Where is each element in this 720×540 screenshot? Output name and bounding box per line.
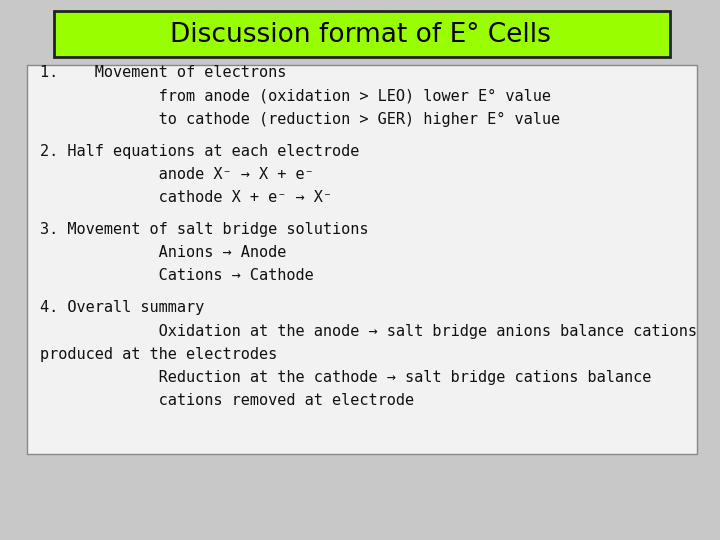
Text: Anions → Anode: Anions → Anode bbox=[40, 245, 286, 260]
Text: Reduction at the cathode → salt bridge cations balance: Reduction at the cathode → salt bridge c… bbox=[40, 370, 651, 385]
FancyBboxPatch shape bbox=[27, 65, 697, 454]
FancyBboxPatch shape bbox=[54, 11, 670, 57]
Text: Cations → Cathode: Cations → Cathode bbox=[40, 268, 313, 284]
Text: from anode (oxidation > LEO) lower E° value: from anode (oxidation > LEO) lower E° va… bbox=[40, 89, 551, 104]
Text: Oxidation at the anode → salt bridge anions balance cations: Oxidation at the anode → salt bridge ani… bbox=[40, 323, 697, 339]
Text: Discussion format of E° Cells: Discussion format of E° Cells bbox=[170, 22, 550, 48]
Text: 4. Overall summary: 4. Overall summary bbox=[40, 300, 204, 315]
Text: anode X⁻ → X + e⁻: anode X⁻ → X + e⁻ bbox=[40, 167, 313, 182]
Text: 3. Movement of salt bridge solutions: 3. Movement of salt bridge solutions bbox=[40, 222, 368, 237]
Text: to cathode (reduction > GER) higher E° value: to cathode (reduction > GER) higher E° v… bbox=[40, 112, 559, 127]
Text: cations removed at electrode: cations removed at electrode bbox=[40, 393, 414, 408]
Text: cathode X + e⁻ → X⁻: cathode X + e⁻ → X⁻ bbox=[40, 190, 332, 205]
Text: produced at the electrodes: produced at the electrodes bbox=[40, 347, 277, 362]
Text: 1.    Movement of electrons: 1. Movement of electrons bbox=[40, 65, 286, 80]
Text: 2. Half equations at each electrode: 2. Half equations at each electrode bbox=[40, 144, 359, 159]
